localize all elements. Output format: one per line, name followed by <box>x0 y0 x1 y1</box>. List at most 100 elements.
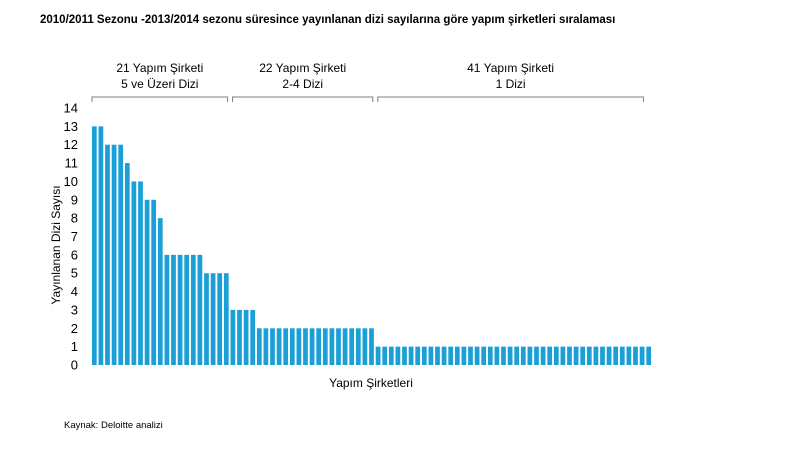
group-label-range: 5 ve Üzeri Dizi <box>121 77 198 91</box>
y-axis-label: Yayınlanan Dizi Sayısı <box>49 185 63 304</box>
bar <box>336 328 341 365</box>
bar <box>138 181 143 365</box>
bar <box>382 346 388 365</box>
bar <box>639 346 645 365</box>
bar <box>626 346 632 365</box>
bar <box>296 328 302 365</box>
bar <box>619 346 625 365</box>
bar <box>316 328 322 365</box>
bar <box>633 346 638 365</box>
bar <box>105 144 110 365</box>
y-tick-label: 4 <box>71 284 78 299</box>
bar <box>157 218 163 365</box>
bar <box>237 309 242 365</box>
bar <box>223 273 229 365</box>
bar <box>507 346 513 365</box>
bar <box>263 328 269 365</box>
bar <box>428 346 434 365</box>
y-tick-label: 2 <box>71 321 78 336</box>
bar <box>177 254 183 365</box>
bar <box>309 328 315 365</box>
y-tick-label: 6 <box>71 247 78 262</box>
bar <box>171 254 176 365</box>
bar <box>613 346 619 365</box>
bar <box>276 328 282 365</box>
group-label-count: 41 Yapım Şirketi <box>467 61 554 75</box>
bar <box>593 346 599 365</box>
group-label-range: 2-4 Dizi <box>282 77 323 91</box>
bar <box>355 328 361 365</box>
bar <box>197 254 203 365</box>
bar <box>402 346 407 365</box>
bar <box>303 328 308 365</box>
bar <box>329 328 335 365</box>
bar <box>606 346 612 365</box>
y-tick-label: 13 <box>64 119 78 134</box>
bar <box>217 273 223 365</box>
bar <box>369 328 374 365</box>
group-brackets: 21 Yapım Şirketi 5 ve Üzeri Dizi 22 Yapım … <box>91 61 644 102</box>
bar <box>124 163 130 365</box>
bar <box>210 273 216 365</box>
group-label-range: 1 Dizi <box>496 77 526 91</box>
group-bracket <box>232 96 374 102</box>
bar <box>98 126 104 365</box>
bar <box>441 346 447 365</box>
bar <box>250 309 256 365</box>
bar <box>454 346 460 365</box>
y-tick-label: 5 <box>71 266 78 281</box>
bar <box>164 254 170 365</box>
bar <box>520 346 526 365</box>
bar <box>204 273 209 365</box>
y-tick-label: 10 <box>64 174 78 189</box>
bar <box>256 328 262 365</box>
bar <box>289 328 295 365</box>
group-bracket <box>377 96 644 102</box>
bar <box>487 346 493 365</box>
bar <box>415 346 421 365</box>
bar <box>547 346 553 365</box>
bar <box>230 309 236 365</box>
bar <box>448 346 454 365</box>
y-tick-label: 3 <box>71 302 78 317</box>
bar <box>111 144 117 365</box>
bar <box>586 346 592 365</box>
y-tick-label: 14 <box>64 101 78 116</box>
bar <box>474 346 480 365</box>
bar <box>375 346 381 365</box>
bar <box>144 199 150 365</box>
bar <box>435 346 440 365</box>
y-tick-label: 11 <box>65 156 79 171</box>
bar <box>190 254 196 365</box>
bar <box>283 328 289 365</box>
bar <box>322 328 328 365</box>
bar <box>243 309 249 365</box>
x-axis-label: Yapım Şirketleri <box>329 376 413 390</box>
bar <box>580 346 586 365</box>
bar <box>362 328 368 365</box>
bar <box>560 346 566 365</box>
bar <box>91 126 97 365</box>
bar <box>481 346 487 365</box>
bar <box>468 346 473 365</box>
bar <box>270 328 275 365</box>
bar <box>342 328 348 365</box>
bar <box>395 346 401 365</box>
bar <box>501 346 506 365</box>
bar <box>349 328 355 365</box>
y-tick-label: 7 <box>71 229 78 244</box>
bar <box>600 346 605 365</box>
bar <box>573 346 579 365</box>
y-tick-label: 0 <box>71 358 78 373</box>
y-tick-label: 1 <box>71 339 78 354</box>
bar <box>408 346 414 365</box>
y-tick-label: 12 <box>64 137 78 152</box>
bar <box>388 346 394 365</box>
group-bracket <box>91 96 229 102</box>
group-label-count: 21 Yapım Şirketi <box>116 61 203 75</box>
group-label-count: 22 Yapım Şirketi <box>259 61 346 75</box>
source-note: Kaynak: Deloitte analizi <box>64 420 163 431</box>
bar <box>131 181 137 365</box>
